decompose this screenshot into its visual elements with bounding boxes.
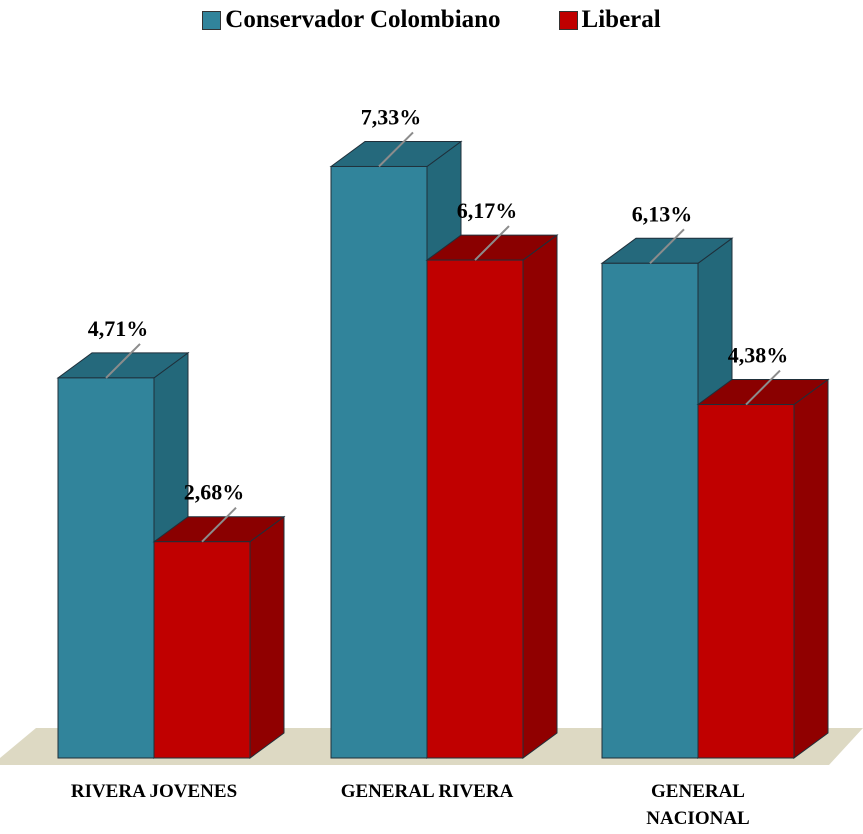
category-label-general-nacional: GENERAL NACIONAL — [646, 781, 749, 829]
legend-swatch-conservador — [202, 10, 222, 30]
leader-line — [649, 228, 685, 265]
bar-liberal-rivera-jovenes[interactable] — [152, 515, 286, 759]
bar-front — [330, 165, 428, 759]
legend-label-liberal: Liberal — [581, 6, 661, 33]
leader-line — [378, 131, 414, 168]
data-label-conservador-colombiano-general-rivera: 7,33% — [361, 104, 422, 129]
legend-item-liberal[interactable]: Liberal — [558, 6, 661, 34]
legend-swatch-liberal — [558, 10, 578, 30]
bar-side — [522, 234, 558, 759]
bar-front — [426, 259, 524, 759]
leader-line — [105, 343, 141, 379]
leader-line — [745, 369, 781, 406]
bar-front — [153, 541, 251, 759]
leader-line — [201, 507, 237, 543]
legend-label-conservador: Conservador Colombiano — [225, 6, 501, 33]
bar-side — [793, 378, 829, 759]
data-label-conservador-colombiano-rivera-jovenes: 4,71% — [88, 316, 149, 341]
data-label-liberal-rivera-jovenes: 2,68% — [184, 480, 245, 505]
legend: Conservador Colombiano Liberal — [0, 6, 863, 34]
bar-front — [601, 262, 699, 759]
data-label-liberal-general-nacional: 4,38% — [728, 343, 789, 368]
data-label-conservador-colombiano-general-nacional: 6,13% — [632, 201, 693, 226]
data-label-liberal-general-rivera: 6,17% — [457, 198, 518, 223]
leader-line — [474, 225, 510, 261]
bar-side — [249, 515, 285, 759]
legend-item-conservador[interactable]: Conservador Colombiano — [202, 6, 501, 34]
category-label-general-rivera: GENERAL RIVERA — [341, 781, 514, 802]
bar-liberal-general-rivera[interactable] — [425, 234, 559, 759]
bar-front — [57, 377, 155, 759]
bar-liberal-general-nacional[interactable] — [696, 378, 830, 759]
bar-front — [697, 404, 795, 759]
category-label-rivera-jovenes: RIVERA JOVENES — [71, 781, 237, 802]
